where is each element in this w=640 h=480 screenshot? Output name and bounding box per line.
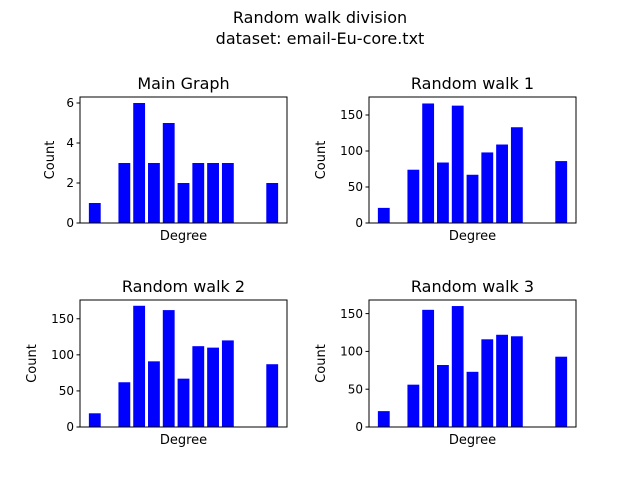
subplot-2-bar-7: [481, 152, 494, 223]
subplot-3-ytick-label-4: 150: [51, 312, 74, 326]
subplot-4-bar-5: [451, 306, 464, 427]
subplot-1-ytick-label-4: 6: [66, 96, 74, 110]
subplot-4-bar-3: [422, 309, 435, 427]
subplot-1-bar-9: [221, 163, 234, 223]
subplot-2-axes-frame: [368, 96, 577, 224]
subplot-4-title: Random walk 3: [411, 277, 534, 296]
subplot-2-ylabel: Count: [314, 141, 329, 180]
subplot-3-axes-frame: [79, 299, 288, 428]
subplot-2-ytick-label-4: 150: [340, 108, 363, 122]
subplot-3-ylabel: Count: [25, 344, 40, 383]
subplot-4-bar-2: [407, 384, 420, 427]
subplot-3-title: Random walk 2: [122, 277, 245, 296]
subplot-3-ytick-label-2: 50: [59, 384, 74, 398]
subplot-2-bar-1: [377, 207, 390, 223]
subplot-3-ytick-label-3: 100: [51, 348, 74, 362]
subplot-3-xlabel: Degree: [160, 433, 207, 448]
subplot-4-ytick-label-2: 50: [348, 382, 363, 396]
figure-suptitle-line2: dataset: email-Eu-core.txt: [215, 29, 425, 48]
subplot-3-bar-4: [148, 361, 160, 427]
subplot-4-bar-8: [496, 334, 508, 427]
subplot-3-bar-5: [162, 310, 175, 427]
subplot-3-bar-2: [118, 382, 131, 427]
subplot-3-bar-7: [192, 346, 205, 427]
subplot-2-ytick-label-3: 100: [340, 144, 363, 158]
subplot-2-xlabel: Degree: [449, 229, 496, 244]
subplot-2-bar-3: [422, 103, 435, 223]
subplot-3-bar-3: [133, 305, 146, 427]
subplot-3-bar-6: [177, 378, 190, 427]
subplot-1-bar-1: [88, 203, 101, 223]
subplot-2-bar-11: [555, 161, 568, 223]
figure-suptitle-line1: Random walk division: [232, 8, 408, 27]
subplot-2-bar-9: [510, 127, 523, 223]
subplot-4-bar-9: [510, 336, 523, 427]
subplot-2-bar-5: [451, 105, 464, 223]
subplot-1-ylabel: Count: [43, 141, 58, 180]
subplot-4-bar-6: [466, 371, 479, 427]
subplot-3-bar-1: [88, 413, 101, 427]
subplot-1-xlabel: Degree: [160, 229, 207, 244]
subplot-4-axes-frame: [368, 299, 577, 428]
subplot-2-ytick-label-2: 50: [348, 180, 363, 194]
subplot-4-ytick-label-4: 150: [340, 307, 363, 321]
subplot-3-bar-11: [266, 364, 279, 427]
subplot-1-bar-6: [177, 183, 190, 223]
subplot-1-ytick-label-2: 2: [66, 176, 74, 190]
subplot-4-bar-7: [481, 339, 494, 427]
subplot-2-bar-4: [437, 162, 449, 223]
subplot-2-bar-6: [466, 174, 479, 223]
subplot-1-ytick-label-1: 0: [66, 216, 74, 230]
subplot-2-bar-8: [496, 144, 508, 223]
subplot-4-xlabel: Degree: [449, 433, 496, 448]
subplot-1-bar-3: [133, 103, 146, 223]
subplot-1-bar-4: [148, 163, 160, 223]
subplot-4-ytick-label-3: 100: [340, 345, 363, 359]
subplot-1-title: Main Graph: [137, 74, 229, 93]
subplot-1-bar-2: [118, 163, 131, 223]
subplot-1-ytick-label-3: 4: [66, 136, 74, 150]
subplot-4-bar-1: [377, 411, 390, 427]
subplot-4-bar-11: [555, 356, 568, 427]
subplot-4-ylabel: Count: [314, 344, 329, 383]
subplot-2-bar-2: [407, 169, 420, 223]
subplot-1-bar-11: [266, 183, 279, 223]
subplot-1-bar-7: [192, 163, 205, 223]
subplot-3-bar-8: [207, 347, 219, 427]
subplot-1-bar-8: [207, 163, 219, 223]
subplot-4-ytick-label-1: 0: [355, 420, 363, 434]
subplot-2-ytick-label-1: 0: [355, 216, 363, 230]
subplot-3-ytick-label-1: 0: [66, 420, 74, 434]
subplot-1-axes-frame: [79, 96, 288, 224]
subplot-2-title: Random walk 1: [411, 74, 534, 93]
subplot-1-bar-5: [162, 123, 175, 223]
subplot-3-bar-9: [221, 340, 234, 427]
subplot-4-bar-4: [437, 365, 449, 427]
